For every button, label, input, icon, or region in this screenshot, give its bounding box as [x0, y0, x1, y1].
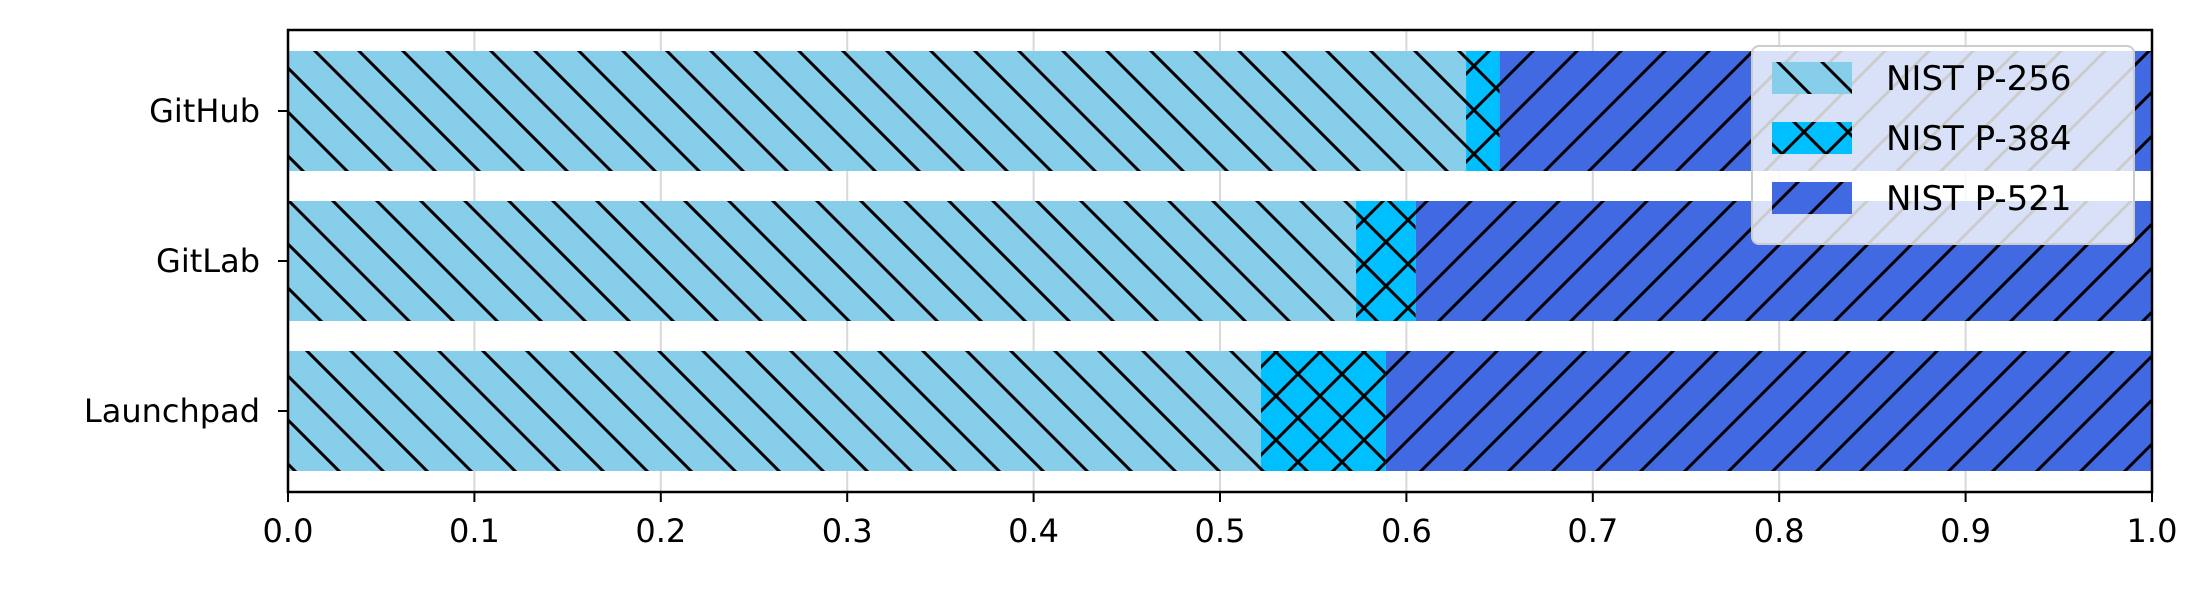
x-tick-label: 0.8	[1754, 512, 1805, 550]
x-tick-label: 0.7	[1567, 512, 1618, 550]
bar-hatch	[1385, 351, 2152, 471]
x-tick-label: 0.4	[1008, 512, 1059, 550]
bar-segment	[288, 201, 1357, 321]
x-tick-label: 0.1	[449, 512, 500, 550]
bar-hatch	[1466, 51, 1500, 171]
legend-swatch-hatch	[1772, 122, 1852, 154]
legend-swatch-hatch	[1772, 182, 1852, 214]
bar-segment	[288, 351, 1262, 471]
axes: 0.0 0.1 0.2 0.3 0.4 0.5 0.6 0.7 0.8 0.9 1.0 GitHub G…	[84, 92, 2178, 550]
y-tick-label: Launchpad	[84, 392, 260, 430]
legend-label: NIST P-384	[1886, 119, 2072, 159]
x-tick-label: 0.9	[1940, 512, 1991, 550]
bar-segment	[288, 51, 1467, 171]
bar-hatch	[1261, 351, 1386, 471]
bar-hatch	[1356, 201, 1416, 321]
bar-segment	[1356, 201, 1416, 321]
bar-segment	[1385, 351, 2152, 471]
legend-swatch-hatch	[1772, 62, 1852, 94]
y-tick-label: GitHub	[149, 92, 260, 130]
legend-label: NIST P-256	[1886, 59, 2072, 99]
legend-label: NIST P-521	[1886, 179, 2072, 219]
y-tick-label: GitLab	[156, 242, 260, 280]
bar-hatch	[288, 51, 1467, 171]
x-tick-label: 0.6	[1381, 512, 1432, 550]
legend-item: NIST P-256	[1772, 59, 2072, 99]
bar-hatch	[288, 351, 1262, 471]
bar-hatch	[288, 201, 1357, 321]
x-tick-label: 1.0	[2127, 512, 2178, 550]
legend: NIST P-256 NIST P-384 NIST P-521	[1751, 45, 2135, 245]
bar-segment	[1466, 51, 1500, 171]
x-tick-label: 0.3	[822, 512, 873, 550]
bar-segment	[1261, 351, 1386, 471]
x-tick-label: 0.2	[635, 512, 686, 550]
x-tick-label: 0.0	[263, 512, 314, 550]
legend-item: NIST P-521	[1772, 179, 2072, 219]
x-tick-label: 0.5	[1195, 512, 1246, 550]
legend-item: NIST P-384	[1772, 119, 2072, 159]
